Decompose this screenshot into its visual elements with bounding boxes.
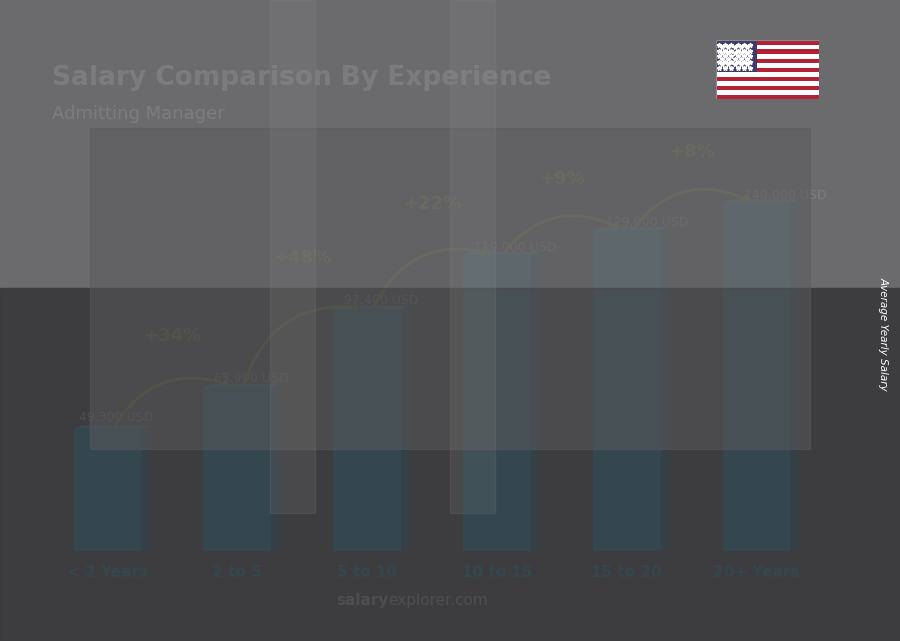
- Text: 140,000 USD: 140,000 USD: [743, 188, 826, 201]
- Bar: [716, 40, 757, 72]
- Bar: [716, 49, 819, 54]
- Bar: [203, 387, 271, 551]
- Polygon shape: [464, 252, 540, 255]
- Bar: [90, 128, 810, 449]
- Polygon shape: [203, 384, 280, 387]
- Bar: [716, 81, 819, 86]
- Bar: [464, 255, 531, 551]
- Polygon shape: [531, 252, 540, 551]
- Text: explorer.com: explorer.com: [389, 594, 488, 608]
- Bar: [716, 95, 819, 99]
- Text: 119,000 USD: 119,000 USD: [473, 241, 556, 254]
- Polygon shape: [661, 227, 670, 551]
- Bar: [450, 0, 495, 513]
- Bar: [270, 0, 315, 513]
- Bar: [716, 45, 819, 49]
- Bar: [716, 86, 819, 90]
- Bar: [74, 429, 141, 551]
- Bar: [723, 203, 790, 551]
- Bar: [716, 77, 819, 81]
- Polygon shape: [400, 306, 410, 551]
- Polygon shape: [333, 306, 410, 309]
- Polygon shape: [790, 199, 799, 551]
- Polygon shape: [141, 425, 150, 551]
- Text: 65,900 USD: 65,900 USD: [214, 372, 288, 385]
- Text: 49,300 USD: 49,300 USD: [79, 412, 153, 424]
- Polygon shape: [271, 384, 280, 551]
- Text: +22%: +22%: [403, 195, 461, 213]
- Text: Average Yearly Salary: Average Yearly Salary: [878, 276, 889, 390]
- Bar: [716, 72, 819, 77]
- Bar: [716, 54, 819, 58]
- Bar: [716, 67, 819, 72]
- Text: +9%: +9%: [539, 170, 585, 188]
- Bar: [716, 90, 819, 95]
- Bar: [333, 309, 400, 551]
- Text: Admitting Manager: Admitting Manager: [52, 105, 225, 123]
- Bar: [0, 288, 900, 641]
- Polygon shape: [74, 425, 150, 429]
- Bar: [716, 40, 819, 45]
- Text: Salary Comparison By Experience: Salary Comparison By Experience: [52, 65, 551, 91]
- Bar: [593, 230, 661, 551]
- Polygon shape: [593, 227, 670, 230]
- Text: +8%: +8%: [669, 142, 715, 160]
- Text: 97,400 USD: 97,400 USD: [344, 294, 418, 307]
- Bar: [716, 63, 819, 67]
- Bar: [716, 58, 819, 63]
- Text: +48%: +48%: [273, 249, 331, 267]
- Text: +34%: +34%: [143, 327, 202, 345]
- Text: salary: salary: [336, 594, 389, 608]
- Polygon shape: [723, 199, 799, 203]
- Text: 129,000 USD: 129,000 USD: [606, 216, 688, 229]
- Bar: [0, 0, 900, 288]
